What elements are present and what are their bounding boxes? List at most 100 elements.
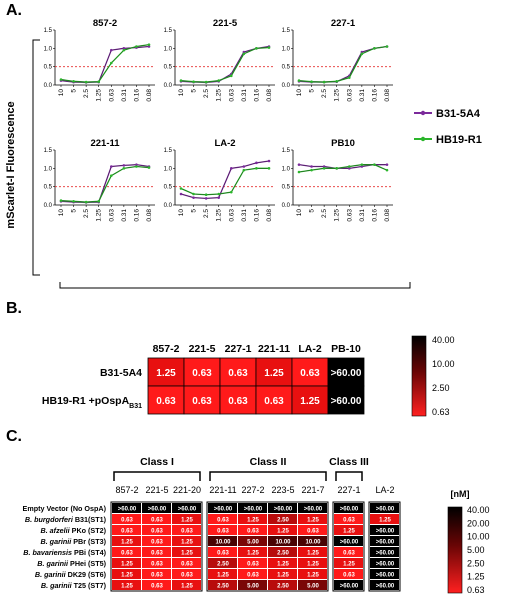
x-tick-label: 0.08 bbox=[384, 89, 391, 102]
c-cell bbox=[208, 536, 237, 546]
c-cell bbox=[112, 558, 141, 568]
c-cell bbox=[142, 514, 171, 524]
data-point bbox=[217, 79, 221, 82]
data-point bbox=[179, 187, 183, 190]
x-tick-label: 0.16 bbox=[133, 89, 140, 102]
x-tick-label: 0.08 bbox=[384, 209, 391, 222]
b-cell bbox=[327, 385, 365, 415]
c-cell bbox=[370, 525, 399, 535]
c-cell-value: 1.25 bbox=[307, 518, 319, 524]
subplot-PB10: PB10 0.0 0.5 1.0 1.5 10 5 2.5 1.25 0.63 0.31 0.16 0.… bbox=[282, 138, 393, 222]
data-point bbox=[217, 196, 221, 199]
c-cell bbox=[112, 569, 141, 579]
c-cell-value: 0.63 bbox=[217, 518, 229, 524]
y-tick-label: 1.5 bbox=[282, 28, 291, 34]
c-group-outline bbox=[206, 501, 329, 592]
y-tick-label: 0.0 bbox=[44, 203, 53, 209]
data-point bbox=[109, 165, 113, 168]
legend-label: HB19-R1 bbox=[436, 134, 482, 146]
c-cell-value: 0.63 bbox=[151, 540, 163, 546]
c-cell bbox=[298, 536, 327, 546]
c-cell-value: 0.63 bbox=[151, 551, 163, 557]
panel-c-label: C. bbox=[6, 428, 22, 445]
fit-line bbox=[298, 164, 388, 173]
c-cell bbox=[238, 569, 267, 579]
x-tick-label: 1.25 bbox=[96, 89, 103, 102]
c-cell bbox=[238, 580, 267, 590]
c-cell bbox=[298, 525, 327, 535]
c-cell-value: 0.63 bbox=[151, 518, 163, 524]
c-cell-value: 5.00 bbox=[307, 584, 319, 590]
c-cell bbox=[208, 569, 237, 579]
y-tick-label: 0.0 bbox=[44, 83, 53, 89]
y-tick-label: 0.5 bbox=[164, 185, 173, 191]
c-cell bbox=[142, 558, 171, 568]
c-cell-value: 0.63 bbox=[121, 529, 133, 535]
y-tick-label: 1.5 bbox=[44, 148, 53, 154]
data-point bbox=[122, 48, 126, 52]
c-row-label: B. afzelii PKo (ST2) bbox=[41, 526, 107, 535]
fit-line bbox=[60, 166, 150, 203]
b-row-label: HB19-R1 +pOspAB31 bbox=[42, 395, 142, 410]
data-point bbox=[322, 167, 326, 170]
c-cell-value: 0.63 bbox=[217, 551, 229, 557]
c-cell-value: >60.00 bbox=[304, 507, 323, 513]
c-cell-value: 1.25 bbox=[121, 584, 133, 590]
data-point bbox=[310, 168, 313, 172]
c-cell bbox=[334, 514, 363, 524]
x-tick-label: 0.08 bbox=[146, 89, 153, 102]
c-col-header: 221-20 bbox=[173, 485, 201, 495]
c-cell-value: 0.63 bbox=[151, 562, 163, 568]
c-colorbar-label: 1.25 bbox=[467, 572, 485, 582]
b-cell-value: >60.00 bbox=[331, 396, 362, 407]
c-cell-value: 10.00 bbox=[215, 540, 231, 546]
c-cell-value: 2.50 bbox=[217, 584, 229, 590]
c-cell bbox=[208, 514, 237, 524]
data-point bbox=[122, 47, 126, 50]
b-col-header: 857-2 bbox=[153, 343, 180, 355]
x-tick-label: 0.63 bbox=[228, 89, 235, 102]
c-colorbar-label: 0.63 bbox=[467, 585, 485, 595]
c-cell bbox=[208, 580, 237, 590]
c-cell-value: 0.63 bbox=[247, 573, 259, 579]
x-tick-label: 5 bbox=[309, 89, 316, 93]
c-cell-value: 1.25 bbox=[181, 551, 193, 557]
x-tick-label: 0.16 bbox=[253, 209, 260, 222]
c-cell bbox=[268, 558, 297, 568]
c-cell bbox=[268, 503, 297, 513]
c-row-label: B. garinii PHei (ST5) bbox=[37, 559, 106, 568]
data-point bbox=[147, 45, 151, 48]
x-tick-label: 5 bbox=[191, 89, 198, 93]
c-cell bbox=[370, 514, 399, 524]
c-cell bbox=[238, 536, 267, 546]
c-colorbar-label: 5.00 bbox=[467, 545, 485, 555]
c-cell bbox=[172, 514, 201, 524]
panel-b-heatmap: 857-2 221-5 227-1 221-11 LA-2 PB-10 B31-5A4 1.2… bbox=[42, 335, 455, 417]
c-col-header: 227-1 bbox=[337, 485, 360, 495]
x-tick-label: 0.63 bbox=[108, 209, 115, 222]
data-point bbox=[242, 168, 246, 172]
data-point bbox=[242, 50, 246, 54]
b-colorbar-label: 2.50 bbox=[432, 383, 450, 393]
c-group-outline bbox=[368, 501, 401, 592]
b-cell-value: 0.63 bbox=[192, 368, 212, 379]
data-point bbox=[72, 80, 75, 83]
data-point bbox=[179, 192, 183, 196]
c-cell-value: 1.25 bbox=[343, 562, 355, 568]
subplot-title: 227-1 bbox=[331, 18, 356, 29]
c-colorbar-label: 2.50 bbox=[467, 558, 485, 568]
data-point bbox=[192, 196, 195, 199]
y-tick-label: 0.0 bbox=[164, 83, 173, 89]
c-cell-value: 1.25 bbox=[277, 573, 289, 579]
x-tick-label: 2.5 bbox=[203, 209, 210, 218]
y-tick-label: 1.5 bbox=[44, 28, 53, 34]
c-row-label: B. garinii DK29 (ST6) bbox=[35, 570, 107, 579]
x-tick-label: 0.08 bbox=[146, 209, 153, 222]
x-tick-label: 5 bbox=[71, 209, 78, 213]
data-point bbox=[255, 47, 258, 50]
x-tick-label: 10 bbox=[58, 209, 65, 217]
b-colorbar bbox=[411, 335, 427, 417]
subplot-title: LA-2 bbox=[214, 138, 235, 149]
c-cell-value: 0.63 bbox=[151, 584, 163, 590]
panel-a-chart: mScarlet-I Fluorescence 857-2 0.0 0.5 1.0 1.5… bbox=[5, 18, 482, 289]
